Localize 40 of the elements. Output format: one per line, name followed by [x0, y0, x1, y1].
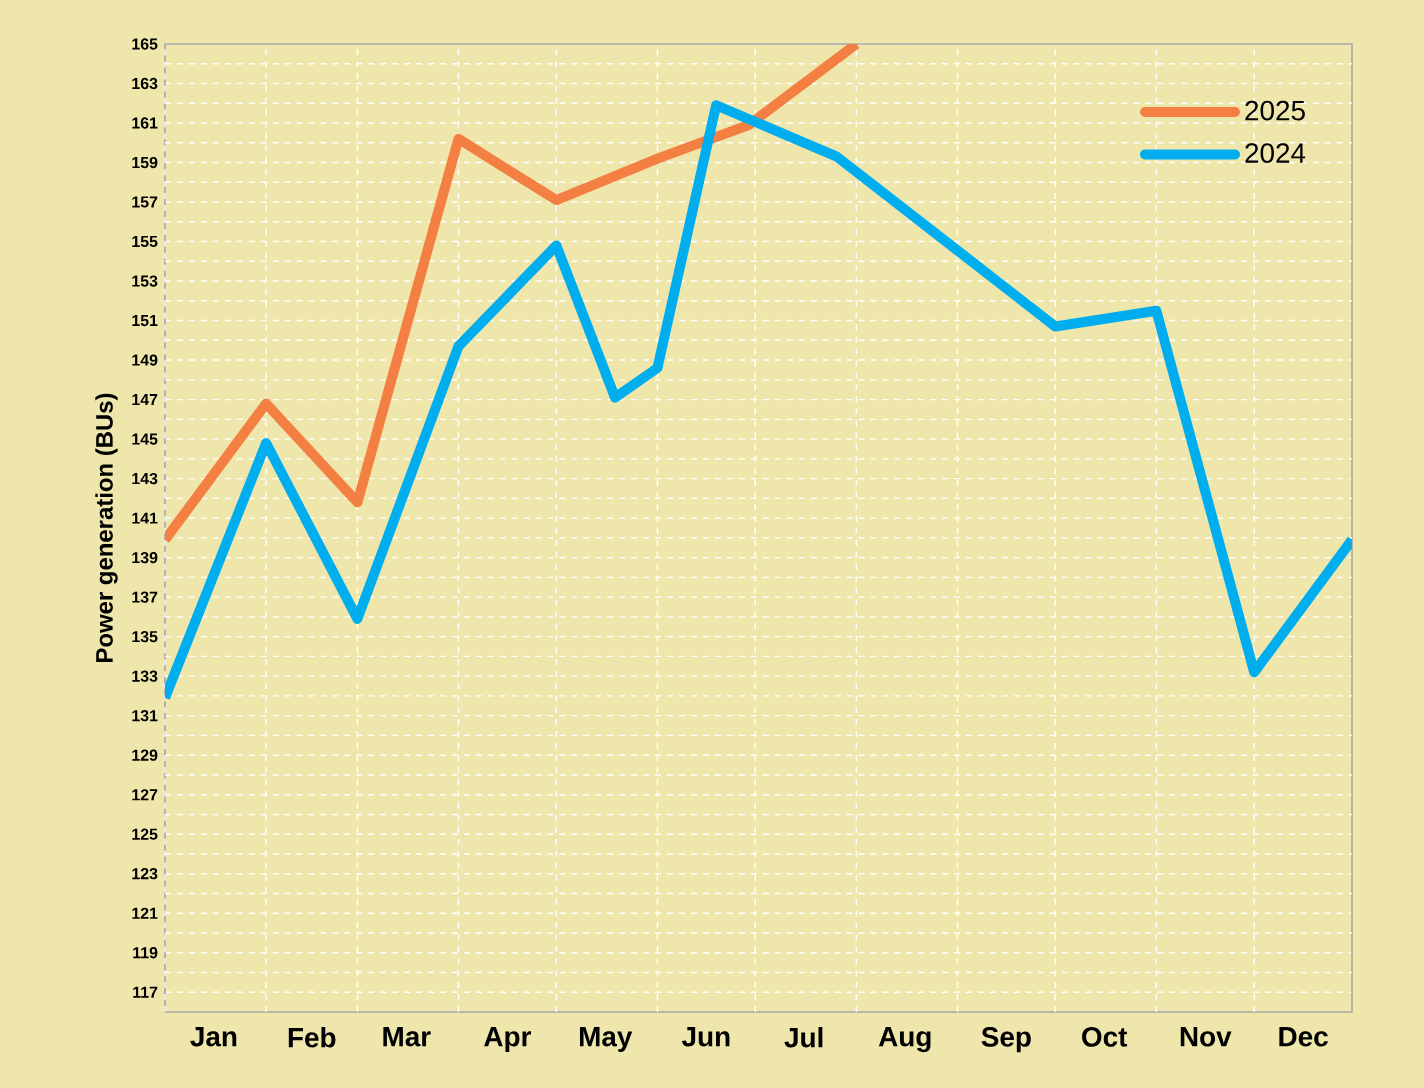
x-tick-label: Aug	[878, 1027, 931, 1053]
y-tick-label: 133	[132, 670, 158, 682]
y-tick-label: 157	[132, 196, 158, 208]
y-tick-label: 149	[132, 354, 158, 366]
y-tick-label: 159	[132, 156, 158, 169]
y-tick-label: 119	[133, 947, 158, 959]
y-tick-label: 153	[132, 275, 158, 287]
y-tick-label: 143	[132, 472, 158, 485]
legend-label: 2025	[1245, 100, 1305, 121]
x-tick-label: Jan	[190, 1027, 237, 1047]
y-tick-label: 155	[132, 235, 158, 248]
y-axis-title: Power generation (BUs)	[95, 393, 118, 662]
y-tick-label: 141	[132, 512, 158, 524]
y-tick-label: 147	[132, 394, 158, 406]
y-tick-label: 145	[132, 433, 158, 445]
y-tick-label: 127	[132, 789, 158, 801]
y-tick-label: 131	[132, 710, 158, 722]
y-tick-label: 151	[132, 315, 158, 327]
y-tick-label: 139	[132, 551, 158, 564]
x-tick-label: Nov	[1180, 1027, 1232, 1047]
x-tick-label: Apr	[484, 1027, 532, 1053]
y-tick-label: 163	[132, 77, 158, 90]
x-tick-label: Jun	[681, 1027, 730, 1047]
x-tick-label: Dec	[1279, 1027, 1328, 1047]
x-tick-label: May	[579, 1027, 633, 1053]
y-tick-label: 125	[132, 828, 158, 840]
y-tick-label: 161	[132, 117, 158, 129]
legend-label: 2024	[1245, 143, 1306, 163]
y-tick-label: 117	[133, 986, 158, 998]
x-tick-label: Mar	[383, 1027, 431, 1047]
x-tick-label: Feb	[288, 1027, 336, 1048]
x-tick-label: Jul	[784, 1027, 823, 1048]
x-tick-label: Sep	[981, 1027, 1031, 1053]
x-tick-label: Oct	[1082, 1027, 1128, 1047]
y-tick-label: 121	[132, 907, 158, 919]
y-tick-label: 123	[132, 868, 158, 880]
y-tick-label: 137	[132, 591, 158, 603]
y-tick-label: 165	[132, 38, 158, 50]
y-tick-label: 129	[132, 749, 158, 761]
y-tick-label: 135	[132, 631, 158, 643]
